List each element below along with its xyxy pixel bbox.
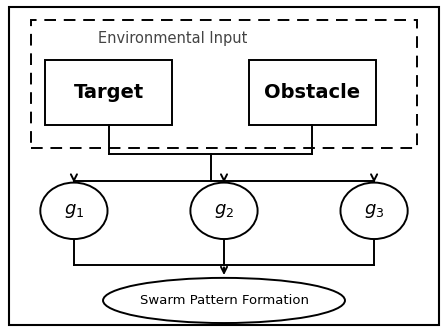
- Text: $g_2$: $g_2$: [214, 202, 234, 220]
- FancyBboxPatch shape: [31, 20, 417, 148]
- Ellipse shape: [103, 278, 345, 323]
- Text: Obstacle: Obstacle: [264, 83, 361, 102]
- Ellipse shape: [190, 183, 258, 239]
- Text: Target: Target: [73, 83, 144, 102]
- Text: Environmental Input: Environmental Input: [98, 31, 247, 46]
- FancyBboxPatch shape: [45, 60, 172, 124]
- Text: $g_1$: $g_1$: [64, 202, 84, 220]
- Text: $g_3$: $g_3$: [364, 202, 384, 220]
- Ellipse shape: [40, 183, 108, 239]
- Ellipse shape: [340, 183, 408, 239]
- FancyBboxPatch shape: [249, 60, 376, 124]
- Text: Swarm Pattern Formation: Swarm Pattern Formation: [139, 294, 309, 307]
- FancyBboxPatch shape: [9, 7, 439, 325]
